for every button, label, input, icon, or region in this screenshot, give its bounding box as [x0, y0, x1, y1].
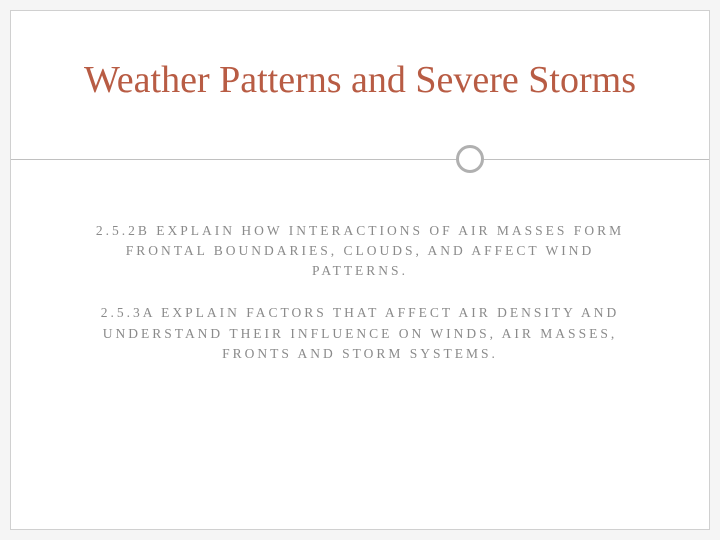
divider-line: [11, 159, 709, 160]
standard-text: 2.5.2B EXPLAIN HOW INTERACTIONS OF AIR M…: [80, 221, 640, 282]
divider-circle-icon: [456, 145, 484, 173]
standard-text: 2.5.3A EXPLAIN FACTORS THAT AFFECT AIR D…: [80, 303, 640, 364]
slide-container: Weather Patterns and Severe Storms 2.5.2…: [10, 10, 710, 530]
body-content: 2.5.2B EXPLAIN HOW INTERACTIONS OF AIR M…: [80, 221, 640, 387]
divider: [11, 145, 709, 173]
slide-title: Weather Patterns and Severe Storms: [84, 59, 636, 103]
